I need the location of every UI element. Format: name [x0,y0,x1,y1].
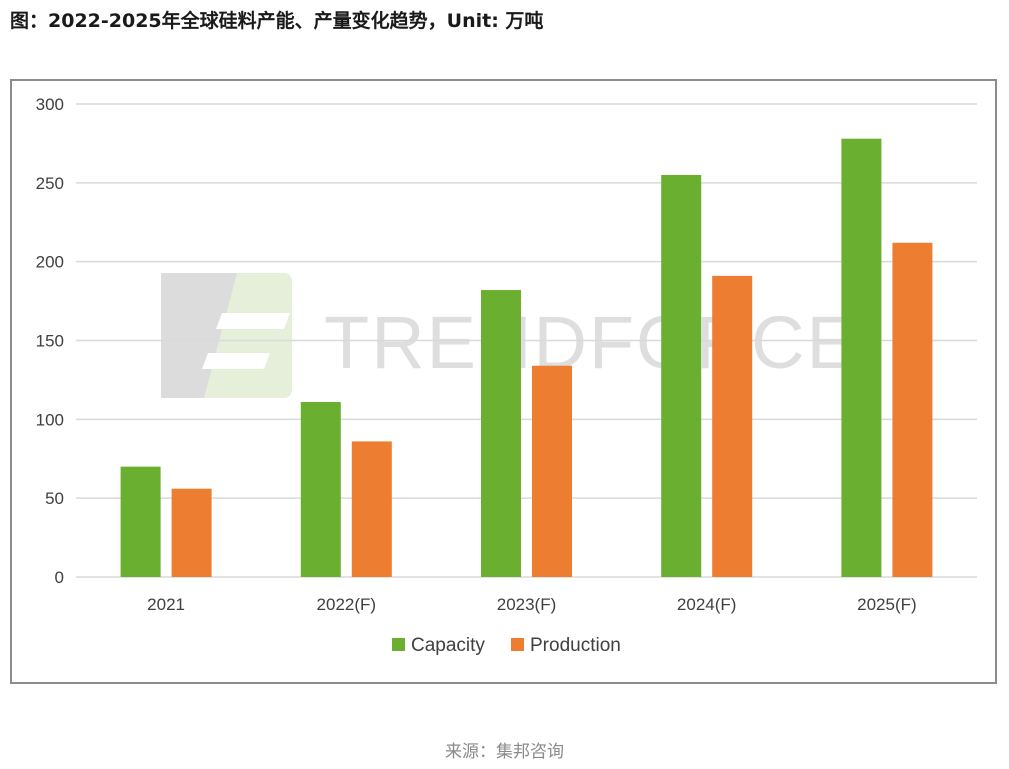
legend-swatch-capacity [392,638,405,651]
watermark-logo-stripe-top [216,313,290,329]
bar-production-2021 [171,488,212,577]
x-tick-label: 2021 [147,595,185,614]
bar-production-2023(F) [532,365,572,577]
y-tick-label: 300 [36,95,64,114]
legend-label-capacity: Capacity [411,635,485,656]
bar-capacity-2023(F) [481,290,521,577]
bar-chart: TRENDFORCE 0 50 100 150 200 250 300 2021 2022(F… [36,95,977,656]
y-axis-ticks: 0 50 100 150 200 250 300 [36,95,64,587]
legend: Capacity Production [392,635,621,656]
bar-production-2022(F) [351,441,392,577]
x-tick-label: 2024(F) [677,595,737,614]
bar-production-2025(F) [892,242,933,577]
watermark-text: TRENDFORCE [324,301,858,384]
x-tick-label: 2025(F) [857,595,917,614]
x-tick-label: 2023(F) [497,595,557,614]
bars [120,138,933,577]
y-tick-label: 200 [36,253,64,272]
chart-frame: TRENDFORCE 0 50 100 150 200 250 300 2021 2022(F… [10,79,997,684]
y-tick-label: 150 [36,332,64,351]
bar-capacity-2021 [120,466,161,577]
y-tick-label: 50 [45,489,64,508]
watermark-logo-dark-part [161,273,237,398]
bar-capacity-2024(F) [661,174,702,577]
chart-title: 图：2022-2025年全球硅料产能、产量变化趋势，Unit: 万吨 [10,10,544,32]
y-tick-label: 0 [55,568,64,587]
watermark-logo-stripe-bottom [202,353,270,369]
x-axis-labels: 2021 2022(F) 2023(F) 2024(F) 2025(F) [147,595,916,614]
x-tick-label: 2022(F) [317,595,377,614]
legend-swatch-production [511,638,524,651]
trendforce-watermark: TRENDFORCE [161,273,858,398]
bar-capacity-2022(F) [300,401,341,577]
gridlines [76,103,977,578]
bar-production-2024(F) [712,275,753,577]
y-tick-label: 250 [36,174,64,193]
legend-label-production: Production [530,635,621,656]
source-note: 来源：集邦咨询 [445,742,564,762]
bar-capacity-2025(F) [841,138,882,577]
y-tick-label: 100 [36,410,64,429]
